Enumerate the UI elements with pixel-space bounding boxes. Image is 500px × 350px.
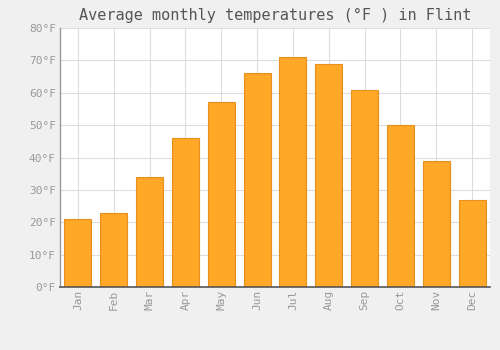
Bar [244, 74, 270, 287]
Bar [423, 161, 450, 287]
Bar [280, 57, 306, 287]
Bar [351, 90, 378, 287]
Bar [100, 212, 127, 287]
Bar [208, 103, 234, 287]
Bar [136, 177, 163, 287]
Bar [387, 125, 414, 287]
Bar [316, 64, 342, 287]
Title: Average monthly temperatures (°F ) in Flint: Average monthly temperatures (°F ) in Fl… [79, 8, 471, 23]
Bar [172, 138, 199, 287]
Bar [64, 219, 92, 287]
Bar [458, 199, 485, 287]
